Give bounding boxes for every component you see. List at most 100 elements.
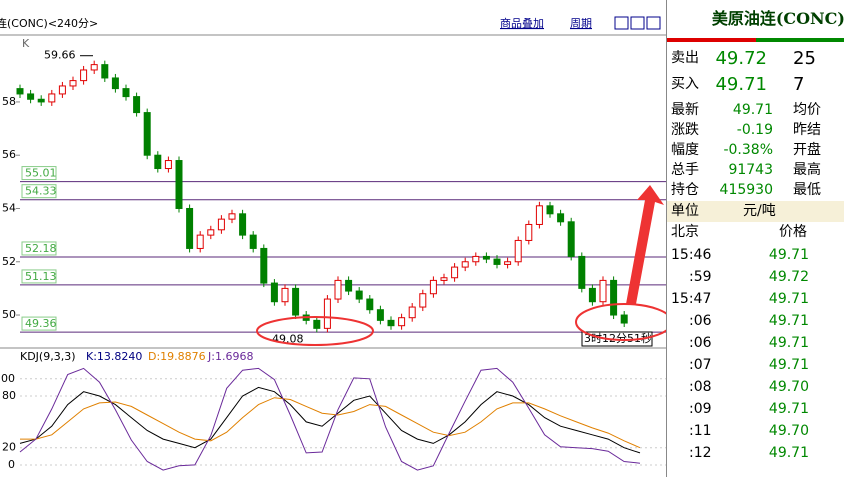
- candle: [620, 314, 628, 324]
- candle: [398, 317, 406, 327]
- candle: [196, 234, 204, 249]
- kdj-legend: D:19.8876: [148, 350, 206, 363]
- tick-price: 49.71: [768, 445, 809, 461]
- kdj-line: [19, 386, 641, 454]
- candle: [588, 287, 596, 303]
- candle: [80, 69, 88, 82]
- quote-panel: 美原油连(CONC) 卖出 49.72 25 买入 49.71 7 最新 49.71 均价 涨跌 -0…: [666, 0, 844, 477]
- candle: [228, 213, 236, 220]
- stat-label: 持仓: [671, 182, 699, 198]
- candle: [48, 93, 56, 103]
- candle: [58, 85, 66, 95]
- candle: [186, 207, 194, 249]
- kdj-line: [19, 367, 641, 471]
- candle: [175, 160, 183, 209]
- level-box: [21, 316, 57, 331]
- candle: [69, 80, 77, 87]
- stat-label2: 最低: [793, 182, 821, 198]
- candle: [133, 96, 141, 114]
- tick-row: :09 49.71: [667, 399, 844, 420]
- tick-price: 49.71: [768, 247, 809, 263]
- level-label: 55.01: [25, 167, 57, 180]
- label: 卖出: [671, 50, 699, 66]
- candle: [345, 279, 353, 292]
- tick-time: :59: [689, 269, 712, 285]
- volume: 25: [793, 48, 816, 69]
- candle: [334, 279, 342, 300]
- period-label: K: [22, 37, 30, 50]
- stat-row: 最新 49.71 均价: [667, 100, 844, 121]
- candle: [546, 205, 554, 215]
- stat-value: 415930: [719, 182, 773, 198]
- candle: [27, 93, 35, 100]
- tick-time: :09: [689, 401, 712, 417]
- candle: [90, 64, 98, 71]
- kdj-title: KDJ(9,3,3): [20, 350, 76, 363]
- candle: [281, 287, 289, 303]
- tick-price: 49.71: [768, 291, 809, 307]
- candle: [578, 255, 586, 289]
- quote-title: 美原油连(CONC): [711, 9, 844, 28]
- period-button[interactable]: 周期: [570, 17, 592, 30]
- candle: [16, 88, 24, 95]
- tick-row: 15:47 49.71: [667, 289, 844, 310]
- tick-row: :12 49.71: [667, 443, 844, 464]
- tick-row: :06 49.71: [667, 311, 844, 332]
- candle: [451, 266, 459, 279]
- tick-price: 49.72: [768, 269, 809, 285]
- nav-left[interactable]: [614, 16, 629, 30]
- stat-row: 幅度 -0.38% 开盘: [667, 140, 844, 161]
- candle: [419, 293, 427, 308]
- tick-price: 49.70: [768, 379, 809, 395]
- candle: [217, 218, 225, 231]
- stat-label: 涨跌: [671, 122, 699, 138]
- candle: [249, 234, 257, 249]
- candle: [101, 64, 109, 79]
- stat-value: -0.19: [736, 122, 773, 138]
- tick-row: :06 49.71: [667, 333, 844, 354]
- candle: [535, 205, 543, 225]
- stat-value: 91743: [728, 162, 773, 178]
- candle: [610, 279, 618, 316]
- candle: [472, 255, 480, 263]
- tick-head-time: 北京: [671, 224, 699, 240]
- stat-label: 总手: [671, 162, 699, 178]
- tick-row: :07 49.71: [667, 355, 844, 376]
- stat-label2: 开盘: [793, 142, 821, 158]
- candle: [599, 279, 607, 303]
- level-box: [21, 166, 57, 181]
- stat-value: -0.38%: [723, 142, 773, 158]
- y-tick-label: 54: [2, 201, 16, 214]
- level-label: 51.13: [25, 270, 57, 283]
- candle: [323, 298, 331, 329]
- price: 49.71: [715, 74, 767, 95]
- candle: [387, 319, 395, 327]
- candle: [164, 160, 172, 170]
- quote-bar: [667, 38, 844, 42]
- price: 49.72: [715, 48, 767, 69]
- candle: [429, 279, 437, 295]
- y-tick-label: 56: [2, 148, 16, 161]
- y-tick-label: 58: [2, 95, 16, 108]
- unit-value: 元/吨: [743, 203, 776, 219]
- level-box: [21, 241, 57, 256]
- candle: [260, 247, 268, 284]
- label: 买入: [671, 76, 699, 92]
- time-label: 3时12分51秒: [584, 331, 652, 345]
- tick-time: :07: [689, 357, 712, 373]
- candle: [143, 112, 151, 156]
- stat-row: 总手 91743 最高: [667, 160, 844, 181]
- candle: [514, 239, 522, 263]
- stat-row: 持仓 415930 最低: [667, 180, 844, 201]
- volume: 7: [793, 74, 805, 95]
- high-label: 59.66: [44, 49, 76, 62]
- kdj-tick-label: 20: [2, 441, 16, 454]
- candle: [37, 98, 45, 103]
- y-tick-label: 50: [2, 308, 16, 321]
- tick-row: :08 49.70: [667, 377, 844, 398]
- nav-zoom[interactable]: [646, 16, 661, 30]
- tick-head-price: 价格: [779, 224, 807, 240]
- nav-right[interactable]: [630, 16, 645, 30]
- overlay-button[interactable]: 商品叠加: [500, 16, 544, 30]
